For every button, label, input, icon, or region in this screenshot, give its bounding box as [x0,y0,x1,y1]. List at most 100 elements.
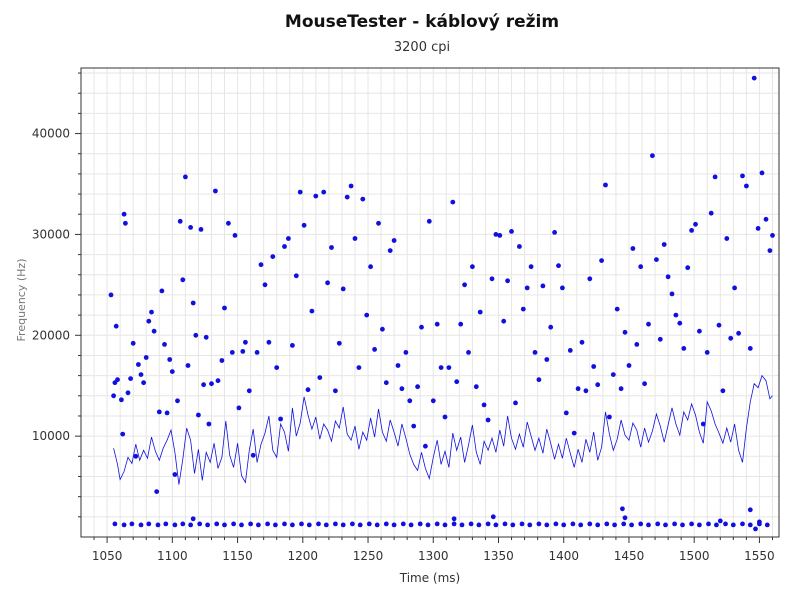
data-point [634,342,640,347]
line-series [113,374,773,485]
data-point [419,324,424,330]
data-point [138,372,144,377]
data-point [553,521,559,527]
data-point [425,522,431,528]
data-point [672,521,677,527]
data-point [751,75,757,81]
data-point [408,522,414,528]
x-tick-label: 1300 [418,549,449,563]
data-point [262,282,268,288]
data-point [536,521,542,527]
data-point [638,264,644,270]
data-point [141,380,147,386]
data-point [629,522,634,528]
data-point [146,521,152,527]
data-point [391,522,397,528]
data-point [172,522,178,528]
data-point [446,365,452,370]
data-point [411,423,417,429]
data-point [205,522,211,528]
data-point [763,216,769,222]
data-point [383,521,389,527]
data-point [278,416,283,422]
data-point [136,362,141,367]
data-point [454,379,460,385]
x-tick-label: 1050 [92,549,123,563]
data-point [587,276,593,282]
data-point [125,390,131,396]
data-point [301,222,307,228]
data-point [417,521,423,527]
data-point [149,309,154,315]
data-point [290,522,295,528]
data-point [603,182,608,188]
data-point [622,329,628,335]
data-point [519,521,525,527]
data-point [630,246,636,251]
data-point [473,384,479,390]
data-point [213,188,218,194]
data-point [451,516,457,522]
data-point [156,409,162,415]
data-point [372,347,377,352]
data-point [138,522,144,528]
data-point [714,522,719,528]
data-point [681,346,687,351]
data-point [595,382,601,388]
data-point [175,398,180,404]
data-point [336,340,342,346]
data-point [599,258,604,263]
data-point [154,489,160,494]
data-point [155,522,161,528]
data-point [583,388,589,394]
data-point [740,173,745,179]
data-point [231,521,237,527]
data-point [333,521,338,527]
x-tick-label: 1500 [679,549,710,563]
data-point [556,263,561,269]
data-point [570,521,576,527]
data-point [364,312,370,318]
data-point [717,518,723,524]
data-point [563,410,569,416]
data-point [368,264,373,270]
y-tick-label: 40000 [32,127,70,141]
data-point [198,227,204,232]
data-point [177,218,183,224]
data-point [552,230,557,235]
data-point [164,410,170,416]
data-point [470,264,475,270]
data-point [203,334,209,340]
data-point [680,522,685,528]
data-point [476,522,482,528]
data-point [133,453,139,459]
data-point [567,348,573,353]
data-point [426,218,432,224]
data-point [265,521,270,527]
data-point [604,521,610,527]
data-point [561,522,567,528]
data-point [273,522,278,528]
data-point [115,377,120,383]
data-point [520,306,526,312]
data-point [356,365,362,370]
data-point [438,365,444,370]
data-point [591,364,597,369]
data-point [348,183,354,189]
data-point [485,417,491,423]
data-point [468,521,474,527]
data-point [112,521,118,527]
data-point [544,522,550,528]
data-point [723,521,728,527]
data-point [350,521,355,527]
data-point [399,386,405,392]
data-point [376,220,381,226]
data-point [434,321,440,327]
data-point [442,522,448,528]
data-point [510,522,516,528]
data-point [169,369,175,374]
data-point [740,521,745,527]
data-point [316,521,321,527]
data-point [655,521,661,527]
